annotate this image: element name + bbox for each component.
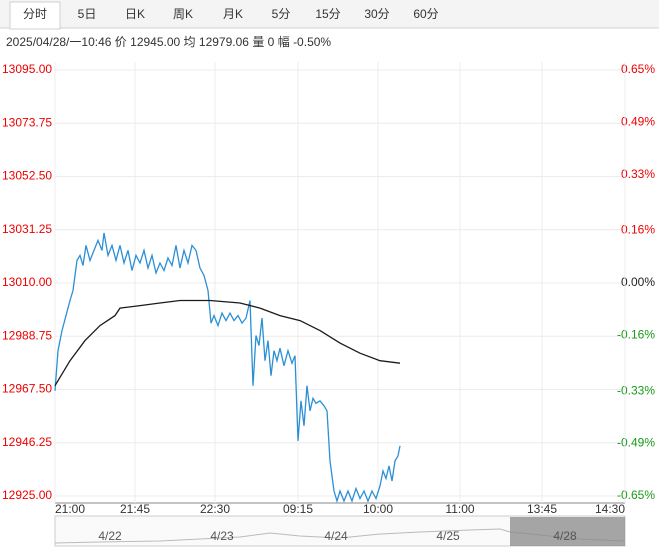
y-tick-label: 12925.00 [2,488,52,502]
tab-bar [0,0,659,28]
y-tick-label: 13073.75 [2,115,52,129]
tab[interactable]: 日K [125,7,145,21]
x-tick-label: 21:45 [120,502,150,516]
y2-tick-label: -0.65% [617,488,655,502]
info-label: 均 [184,35,196,49]
y2-tick-label: 0.16% [621,223,655,237]
x-tick-label: 11:00 [445,502,474,516]
tab[interactable]: 5日 [78,7,97,21]
y-tick-label: 13052.50 [2,169,52,183]
y-tick-label: 13031.25 [2,222,52,236]
x-tick-label: 09:15 [283,502,313,516]
navigator-date: 4/23 [210,529,234,543]
y-tick-label: 12946.25 [2,435,52,449]
series-line [54,299,401,387]
navigator-date: 4/25 [436,529,460,543]
x-tick-label: 14:30 [595,502,625,516]
y-tick-label: 12988.75 [2,328,52,342]
info-value: 12979.06 [199,35,249,49]
tab[interactable]: 15分 [315,7,340,21]
info-time: 2025/04/28/一10:46 [6,35,112,49]
info-value: -0.50% [293,35,331,49]
y2-tick-label: 0.33% [621,167,655,181]
series-line [54,232,401,504]
y2-tick-label: 0.00% [621,275,655,289]
tab[interactable]: 周K [173,7,193,21]
tab[interactable]: 分时 [23,7,47,21]
tab[interactable]: 60分 [413,7,438,21]
info-label: 价 [115,35,127,49]
x-tick-label: 13:45 [527,502,557,516]
y2-tick-label: 0.49% [621,115,655,129]
y-tick-label: 13095.00 [2,62,52,76]
y2-tick-label: -0.49% [617,436,655,450]
info-value: 0 [268,35,275,49]
tab[interactable]: 30分 [364,7,389,21]
x-tick-label: 22:30 [200,502,230,516]
y-tick-label: 12967.50 [2,382,52,396]
y2-tick-label: 0.65% [621,62,655,76]
tab[interactable]: 5分 [272,7,291,21]
x-tick-label: 21:00 [55,502,85,516]
y2-tick-label: -0.16% [617,328,655,342]
x-tick-label: 10:00 [363,502,393,516]
navigator-date: 4/22 [98,529,122,543]
navigator-selection[interactable] [510,517,625,546]
info-value: 12945.00 [130,35,180,49]
navigator-date: 4/28 [553,529,577,543]
tab[interactable]: 月K [223,7,243,21]
info-label: 幅 [278,34,290,49]
y2-tick-label: -0.33% [617,383,655,397]
info-label: 量 [252,35,264,49]
info-line: 2025/04/28/一10:46 价 12945.00 均 12979.06 … [6,34,331,49]
active-tab[interactable] [9,1,61,30]
y-tick-label: 13010.00 [2,275,52,289]
navigator-date: 4/24 [324,529,348,543]
